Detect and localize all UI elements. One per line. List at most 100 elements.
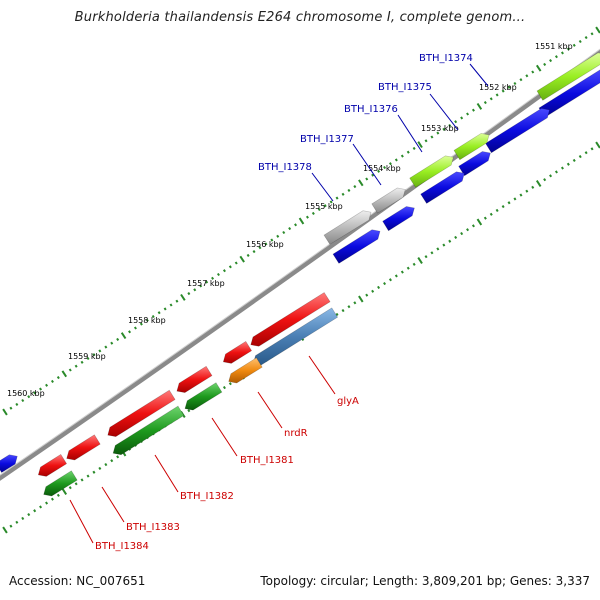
inner-tick-mark — [86, 474, 90, 478]
inner-tick-mark — [228, 382, 232, 386]
leader-line-bth-i1374 — [469, 63, 489, 87]
cds-bth-i1378 — [332, 229, 381, 264]
outer-tick-mark — [317, 207, 321, 212]
leader-line-bth-i1376 — [397, 114, 423, 153]
topology-text: Topology: circular; Length: 3,809,201 bp… — [260, 574, 590, 588]
gene-label-nrdr[interactable]: nrdR — [284, 428, 308, 439]
outer-tick-mark — [476, 102, 483, 110]
outer-tick-track — [2, 26, 600, 416]
cds-bth-i1377 — [420, 171, 465, 204]
inner-tick-mark — [412, 262, 416, 266]
outer-tick-mark — [501, 89, 505, 93]
outer-tick-mark — [239, 255, 245, 263]
inner-tick-mark — [417, 257, 423, 264]
outer-tick-mark — [454, 120, 458, 124]
outer-tick-mark — [590, 32, 594, 36]
outer-tick-mark — [282, 230, 286, 235]
inner-tick-mark — [39, 505, 43, 509]
outer-tick-mark — [9, 406, 13, 410]
outer-tick-mark — [412, 146, 416, 150]
inner-tick-mark — [33, 509, 37, 513]
kbp-label-1559: 1559 kbp — [68, 352, 106, 361]
outer-tick-mark — [535, 64, 542, 72]
outer-tick-mark — [323, 204, 327, 208]
outer-tick-mark — [383, 165, 387, 170]
outer-tick-mark — [169, 303, 173, 307]
outer-tick-mark — [98, 349, 102, 353]
gene-label-bth-i1383[interactable]: BTH_I1383 — [126, 522, 180, 533]
inner-tick-mark — [495, 208, 499, 213]
accession-text: Accession: NC_007651 — [9, 574, 146, 588]
outer-tick-mark — [246, 253, 250, 257]
inner-tick-mark — [424, 255, 428, 259]
cds-bth-i1382 — [112, 405, 185, 456]
outer-tick-mark — [120, 332, 127, 340]
inner-tick-mark — [347, 305, 351, 309]
gene-nrdr — [222, 340, 253, 364]
inner-tick-mark — [110, 459, 114, 463]
outer-tick-mark — [311, 211, 315, 215]
outer-tick-mark — [341, 192, 345, 196]
chromosome-backbone-highlight — [0, 48, 600, 476]
gene-label-bth-i1374[interactable]: BTH_I1374 — [419, 53, 473, 64]
gene-label-bth-i1382[interactable]: BTH_I1382 — [180, 491, 234, 502]
outer-tick-mark — [554, 55, 558, 59]
outer-tick-mark — [595, 26, 600, 34]
gene-bth-i1383 — [66, 434, 101, 461]
outer-tick-mark — [80, 360, 84, 364]
outer-tick-mark — [205, 280, 209, 284]
kbp-label-1553: 1553 kbp — [421, 124, 459, 133]
inner-tick-mark — [222, 385, 226, 390]
outer-tick-mark — [74, 364, 78, 368]
inner-tick-mark — [448, 239, 452, 243]
outer-tick-mark — [531, 70, 535, 74]
inner-tick-mark — [535, 180, 542, 187]
gene-label-bth-i1381[interactable]: BTH_I1381 — [240, 455, 294, 466]
inner-tick-mark — [595, 141, 600, 149]
outer-tick-mark — [110, 341, 114, 345]
outer-tick-mark — [288, 227, 292, 231]
cds-bth-i1375 — [485, 108, 550, 154]
outer-tick-mark — [133, 326, 137, 330]
outer-tick-mark — [252, 250, 256, 254]
outer-tick-mark — [56, 376, 60, 380]
outer-tick-mark — [365, 177, 369, 181]
gene-label-glya[interactable]: glyA — [337, 396, 359, 407]
gene-label-bth-i1378[interactable]: BTH_I1378 — [258, 162, 312, 173]
gene-bth-i1376 — [409, 155, 454, 188]
outer-tick-mark — [483, 101, 487, 105]
outer-tick-mark — [270, 238, 274, 242]
inner-tick-mark — [466, 228, 470, 232]
gene-label-bth-i1375[interactable]: BTH_I1375 — [378, 82, 432, 93]
outer-tick-mark — [234, 261, 238, 265]
inner-tick-mark — [56, 493, 60, 497]
kbp-label-1552: 1552 kbp — [479, 83, 517, 92]
inner-tick-mark — [9, 524, 13, 528]
gene-bth-i1381 — [176, 365, 213, 393]
gene-label-bth-i1376[interactable]: BTH_I1376 — [344, 104, 398, 115]
inner-tick-mark — [572, 158, 576, 162]
outer-tick-mark — [39, 387, 43, 391]
cds-bth-i1384 — [43, 470, 78, 497]
inner-tick-mark — [353, 301, 357, 305]
leader-line-bth-i1375 — [429, 93, 459, 131]
outer-tick-mark — [584, 36, 588, 40]
outer-tick-mark — [50, 379, 54, 383]
gene-bth-i1377 — [371, 187, 406, 214]
inner-tick-mark — [525, 189, 529, 193]
outer-tick-mark — [139, 322, 143, 326]
outer-tick-mark — [86, 356, 90, 361]
inner-tick-mark — [549, 174, 553, 178]
gene-label-bth-i1384[interactable]: BTH_I1384 — [95, 541, 149, 552]
outer-tick-mark — [276, 234, 280, 238]
cds-bth-i1381 — [184, 382, 223, 411]
kbp-label-1557: 1557 kbp — [187, 279, 225, 288]
inner-tick-mark — [442, 243, 446, 247]
outer-tick-mark — [305, 215, 309, 219]
outer-tick-mark — [507, 85, 511, 89]
gene-label-bth-i1377[interactable]: BTH_I1377 — [300, 134, 354, 145]
outer-tick-mark — [104, 345, 108, 349]
inner-tick-mark — [476, 218, 483, 226]
